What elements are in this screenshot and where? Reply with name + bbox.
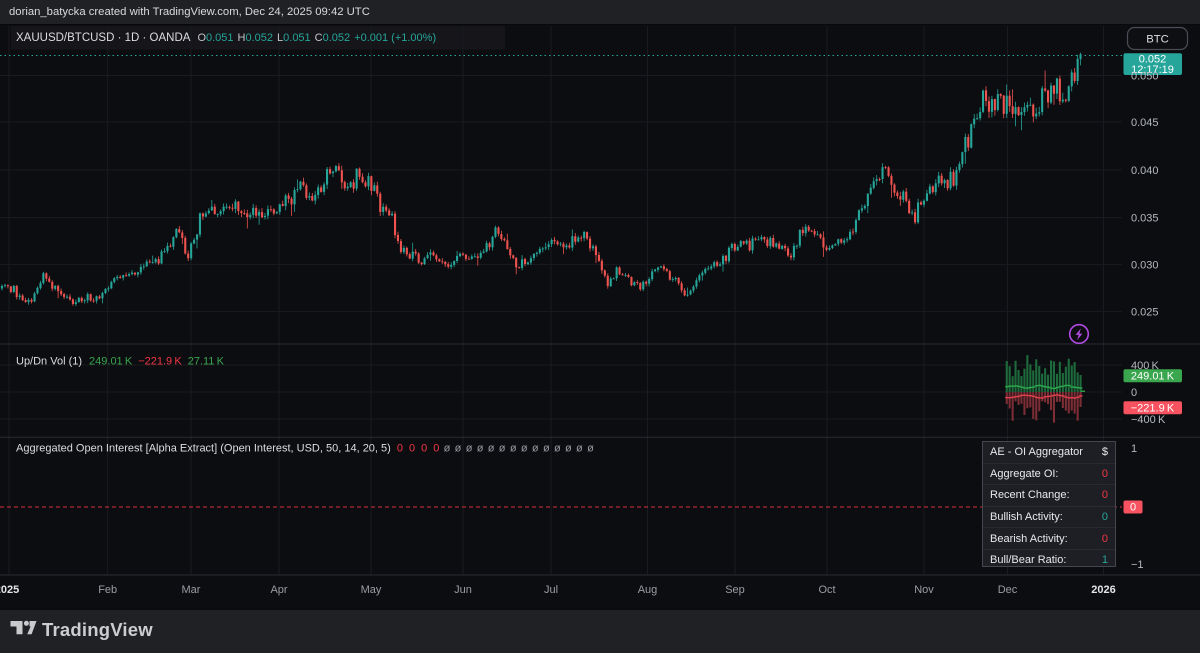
svg-text:0.045: 0.045 (1131, 117, 1159, 129)
svg-text:Dec: Dec (998, 584, 1018, 596)
svg-text:0.040: 0.040 (1131, 165, 1159, 177)
svg-text:0: 0 (1131, 387, 1137, 399)
svg-text:Aggregated Open Interest [Alph: Aggregated Open Interest [Alpha Extract]… (16, 443, 594, 455)
svg-text:Nov: Nov (914, 584, 934, 596)
svg-text:2025: 2025 (0, 584, 19, 596)
svg-text:BTC: BTC (1146, 34, 1169, 46)
svg-text:0: 0 (1130, 502, 1136, 514)
svg-text:400 K: 400 K (1131, 360, 1160, 372)
svg-text:May: May (361, 584, 382, 596)
svg-text:Feb: Feb (98, 584, 117, 596)
svg-text:0.035: 0.035 (1131, 213, 1159, 225)
svg-text:0.052: 0.052 (1139, 53, 1167, 65)
svg-text:0.050: 0.050 (1131, 71, 1159, 83)
svg-text:Apr: Apr (270, 584, 287, 596)
svg-text:−400 K: −400 K (1131, 414, 1166, 426)
svg-text:0.030: 0.030 (1131, 259, 1159, 271)
svg-text:−1: −1 (1131, 559, 1144, 571)
svg-text:12:17:19: 12:17:19 (1131, 64, 1174, 76)
svg-text:249.01 K: 249.01 K (1131, 370, 1175, 382)
svg-text:Jun: Jun (454, 584, 472, 596)
svg-text:0.025: 0.025 (1131, 307, 1159, 319)
svg-text:2026: 2026 (1091, 584, 1115, 596)
svg-text:Jul: Jul (544, 584, 558, 596)
svg-text:Sep: Sep (725, 584, 745, 596)
svg-text:Up/Dn Vol (1)249.01 K−221.9 K2: Up/Dn Vol (1) 249.01 K −221.9 K 27.11 K (16, 356, 225, 368)
svg-text:1: 1 (1131, 443, 1137, 455)
svg-text:Oct: Oct (818, 584, 835, 596)
svg-text:−221.9 K: −221.9 K (1131, 402, 1175, 414)
svg-text:Mar: Mar (182, 584, 201, 596)
svg-text:Aug: Aug (638, 584, 658, 596)
